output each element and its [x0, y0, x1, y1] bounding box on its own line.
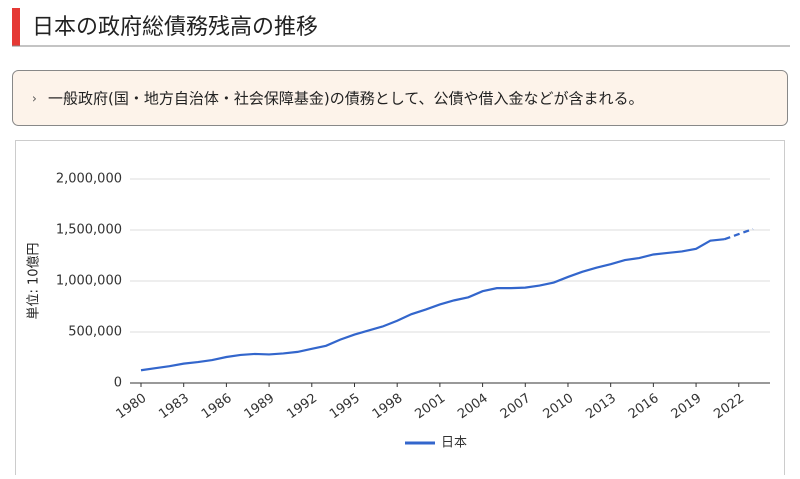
line-series-estimate — [724, 227, 754, 241]
y-tick-label: 2,000,000 — [56, 172, 122, 187]
chart-frame — [15, 140, 785, 479]
y-tick-label: 0 — [114, 376, 122, 391]
y-axis-label: 単位: 10億円 — [26, 242, 42, 319]
note-bullet: › — [32, 92, 37, 106]
line-series — [140, 238, 725, 372]
page-title: 日本の政府総債務残高の推移 — [32, 15, 318, 40]
y-tick-label: 500,000 — [68, 325, 122, 340]
note-text: 一般政府(国・地方自治体・社会保障基金)の債務として、公債や借入金などが含まれる… — [48, 90, 644, 108]
legend-label: 日本 — [441, 436, 467, 451]
note-box — [12, 70, 788, 126]
y-tick-label: 1,000,000 — [56, 274, 122, 289]
title-accent — [12, 8, 20, 46]
y-tick-label: 1,500,000 — [56, 223, 122, 238]
